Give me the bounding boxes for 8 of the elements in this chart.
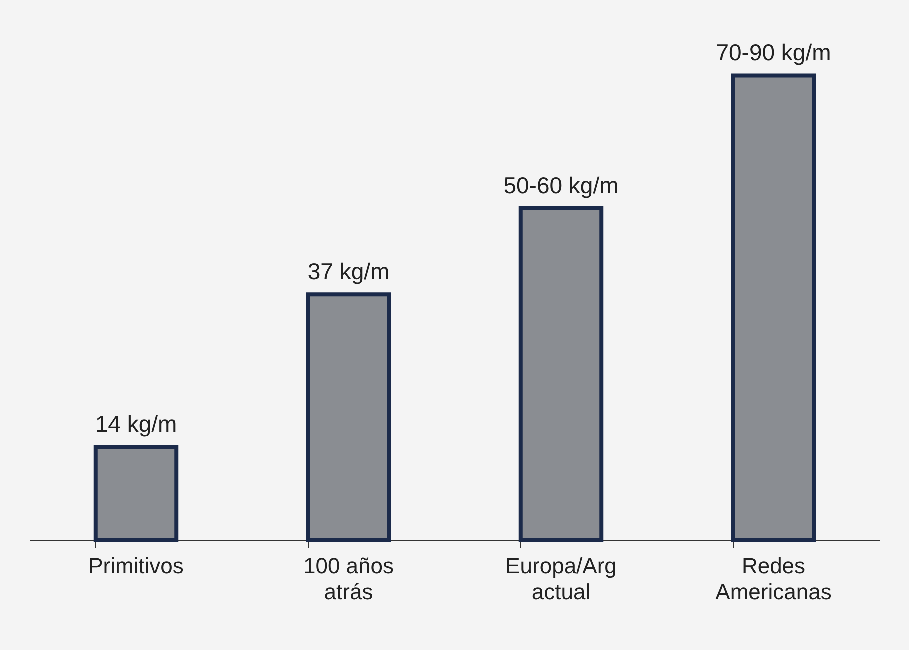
data-label: 70-90 kg/m (716, 40, 832, 66)
data-label: 37 kg/m (308, 258, 390, 285)
x-tick-label: Redes Americanas (716, 554, 832, 604)
x-tick-label: Primitivos (88, 554, 184, 578)
data-label: 14 kg/m (95, 411, 178, 438)
x-tick-label: 100 años atrás (303, 554, 394, 604)
data-label: 50-60 kg/m (504, 172, 619, 198)
x-tick-label: Europa/Arg actual (506, 554, 617, 604)
